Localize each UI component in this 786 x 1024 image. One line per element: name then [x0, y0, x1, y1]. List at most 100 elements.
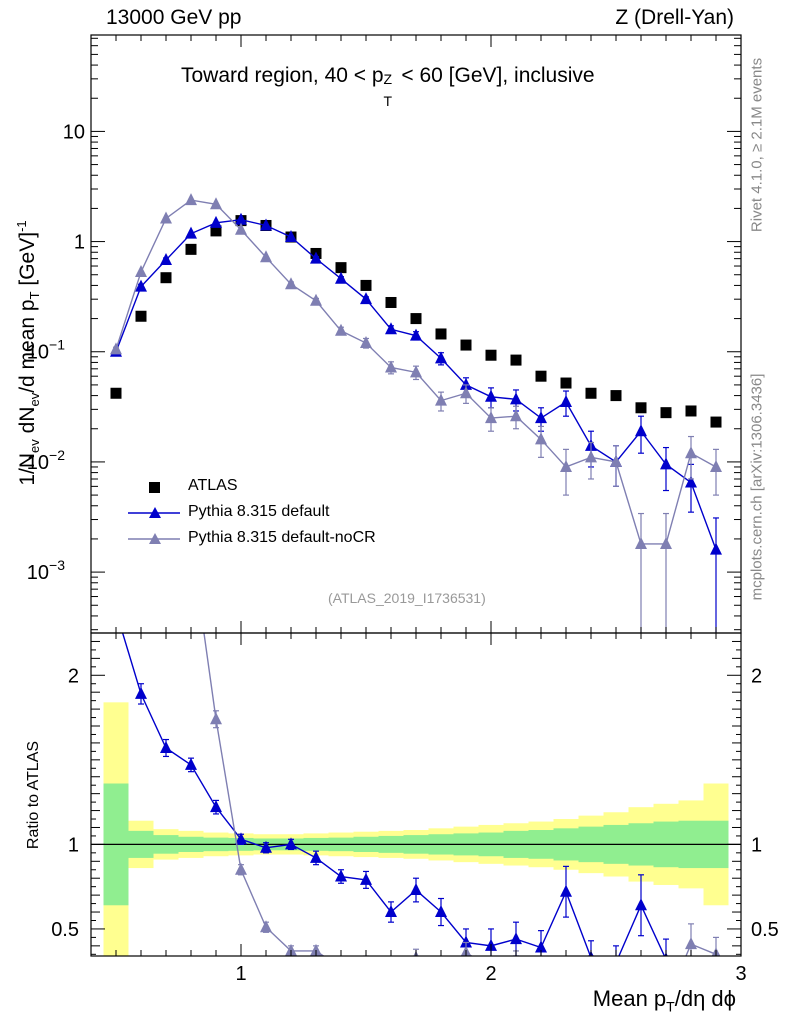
- main-point-atlas-0: [110, 387, 122, 399]
- header-left-label: 13000 GeV pp: [106, 6, 242, 29]
- main-point-nocr-19: [585, 450, 597, 463]
- ratio-point-nocr-4: [210, 712, 222, 725]
- ratio-point-nocr-5: [235, 862, 247, 875]
- ratio-point-nocr-1: [135, 580, 147, 592]
- ratio-point-default-3: [185, 757, 197, 770]
- ratio-point-nocr-21: [635, 996, 647, 1008]
- main-point-atlas-14: [460, 339, 472, 351]
- ratio-point-nocr-7: [285, 943, 297, 956]
- main-point-default-15: [485, 389, 497, 402]
- main-point-nocr-14: [460, 386, 472, 399]
- main-point-nocr-11: [385, 360, 397, 373]
- ratio-line-nocr: [203, 633, 717, 956]
- main-point-atlas-17: [535, 370, 547, 382]
- main-point-nocr-22: [660, 536, 672, 549]
- legend-marker-default: [128, 507, 180, 518]
- main-point-nocr-4: [210, 197, 222, 210]
- main-point-atlas-24: [710, 416, 722, 428]
- main-point-nocr-21: [635, 536, 647, 549]
- main-y-tick-label-1: 10−2: [27, 447, 65, 474]
- ratio-point-default-11: [385, 905, 397, 918]
- main-point-atlas-13: [435, 328, 447, 340]
- main-point-atlas-23: [685, 405, 697, 417]
- main-point-default-10: [360, 292, 372, 305]
- main-point-default-5: [235, 212, 247, 225]
- main-point-default-12: [410, 328, 422, 341]
- main-point-default-21: [635, 424, 647, 437]
- main-point-atlas-19: [585, 387, 597, 399]
- main-point-atlas-4: [210, 225, 222, 237]
- main-point-nocr-12: [410, 365, 422, 378]
- main-point-atlas-21: [635, 402, 647, 414]
- main-point-default-16: [510, 392, 522, 405]
- main-point-nocr-3: [185, 193, 197, 206]
- main-point-nocr-20: [610, 454, 622, 467]
- main-point-atlas-20: [610, 390, 622, 402]
- main-point-atlas-12: [410, 313, 422, 325]
- ratio-point-default-9: [335, 869, 347, 882]
- ratio-y-tick-label-left-1: 1: [68, 834, 79, 856]
- ratio-point-nocr-13: [435, 964, 447, 976]
- x-axis-label-sub: T: [666, 998, 675, 1015]
- main-point-atlas-3: [185, 243, 197, 255]
- main-point-nocr-23: [685, 446, 697, 459]
- ratio-y-tick-label-right-1: 1: [751, 834, 762, 856]
- ratio-point-nocr-0: [110, 584, 122, 596]
- main-point-default-6: [260, 218, 272, 231]
- main-point-nocr-17: [535, 432, 547, 445]
- ratio-point-nocr-22: [660, 996, 672, 1008]
- x-tick-label-0: 1: [235, 963, 246, 985]
- main-point-atlas-22: [660, 407, 672, 419]
- main-point-default-17: [535, 411, 547, 424]
- x-axis-label-post: /dη dϕ: [674, 986, 736, 1011]
- legend-marker-nocr: [128, 533, 180, 544]
- ratio-point-default-4: [210, 800, 222, 813]
- main-point-atlas-9: [335, 262, 347, 274]
- main-point-default-2: [160, 253, 172, 266]
- main-point-default-14: [460, 377, 472, 390]
- main-y-tick-label-0: 10−3: [27, 557, 65, 584]
- ratio-point-default-12: [410, 883, 422, 896]
- ratio-point-default-5: [235, 832, 247, 845]
- main-point-atlas-1: [135, 310, 147, 322]
- ratio-point-nocr-10: [365, 955, 367, 956]
- ratio-point-nocr-19: [585, 963, 597, 975]
- ratio-point-default-13: [435, 905, 447, 918]
- legend: ATLAS Pythia 8.315 default Pythia 8.315 …: [120, 476, 420, 556]
- ratio-point-default-17: [535, 940, 547, 953]
- ratio-point-default-14: [460, 935, 472, 948]
- ratio-point-default-10: [360, 872, 372, 885]
- x-tick-label-1: 2: [485, 963, 496, 985]
- ratio-point-nocr-2: [160, 423, 172, 435]
- main-point-atlas-11: [385, 296, 397, 308]
- main-point-default-4: [210, 215, 222, 228]
- ratio-point-nocr-11: [385, 963, 397, 975]
- main-title-post: < 60 [GeV], inclusive: [395, 64, 595, 87]
- ratio-point-nocr-6: [260, 920, 272, 933]
- main-title-sub: T: [383, 93, 393, 109]
- main-point-nocr-13: [435, 393, 447, 406]
- ratio-point-nocr-18: [560, 978, 572, 990]
- ratio-point-default-16: [510, 932, 522, 945]
- main-point-default-24: [710, 542, 722, 555]
- main-y-tick-label-3: 1: [74, 232, 85, 254]
- ratio-point-default-18: [560, 884, 572, 897]
- main-line-default: [115, 218, 717, 550]
- main-point-nocr-6: [260, 250, 272, 263]
- legend-label-atlas: ATLAS: [188, 477, 238, 494]
- legend-entry-default: Pythia 8.315 default: [120, 502, 420, 524]
- ratio-point-nocr-23: [685, 937, 697, 950]
- main-point-nocr-7: [285, 277, 297, 290]
- ratio-point-default-6: [260, 840, 272, 853]
- legend-label-default: Pythia 8.315 default: [188, 503, 330, 520]
- main-point-default-9: [335, 271, 347, 284]
- ratio-y-tick-label-right-0: 0.5: [751, 919, 779, 941]
- ratio-y-tick-label-left-2: 2: [68, 665, 79, 687]
- main-title-pre: Toward region, 40 < p: [181, 64, 384, 87]
- main-point-default-3: [185, 226, 197, 239]
- ratio-point-default-1: [135, 686, 147, 699]
- main-y-tick-label-4: 10: [63, 121, 85, 143]
- main-point-default-22: [660, 457, 672, 470]
- main-point-default-23: [685, 475, 697, 488]
